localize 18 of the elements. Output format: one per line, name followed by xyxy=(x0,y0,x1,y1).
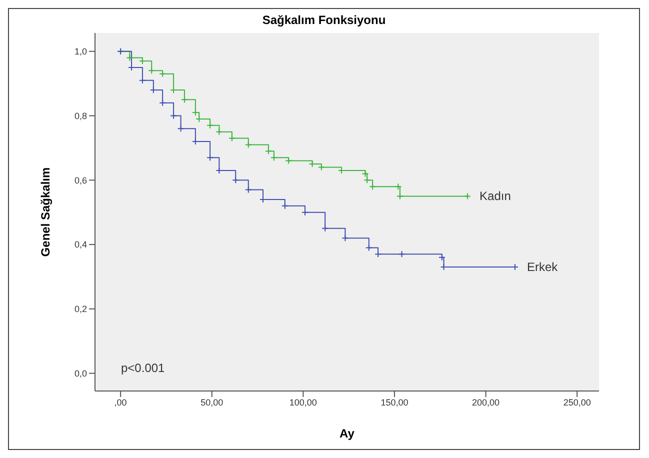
annotation: p<0.001 xyxy=(121,361,165,375)
x-tick-label: 100,00 xyxy=(289,397,317,408)
x-axis-title: Ay xyxy=(340,426,355,441)
y-tick-label: 1,0 xyxy=(74,46,87,57)
y-tick-label: 0,8 xyxy=(74,110,87,121)
y-tick-label: 0,0 xyxy=(74,368,87,378)
x-tick-label: 200,00 xyxy=(472,397,500,408)
y-tick-label: 0,4 xyxy=(74,240,87,250)
x-tick-label: 50,00 xyxy=(200,397,224,408)
series-label: Kadın xyxy=(480,189,511,204)
y-tick-label: 0,2 xyxy=(74,304,87,314)
x-tick-label: ,00 xyxy=(114,397,127,408)
chart-title: Sağkalım Fonksiyonu xyxy=(261,13,387,27)
x-tick-label: 250,00 xyxy=(563,397,591,408)
y-axis-title: Genel Sağkalım xyxy=(38,167,52,257)
y-tick-label: 0,6 xyxy=(74,175,87,186)
series-label: Erkek xyxy=(527,260,559,274)
x-tick-label: 150,00 xyxy=(380,397,408,408)
